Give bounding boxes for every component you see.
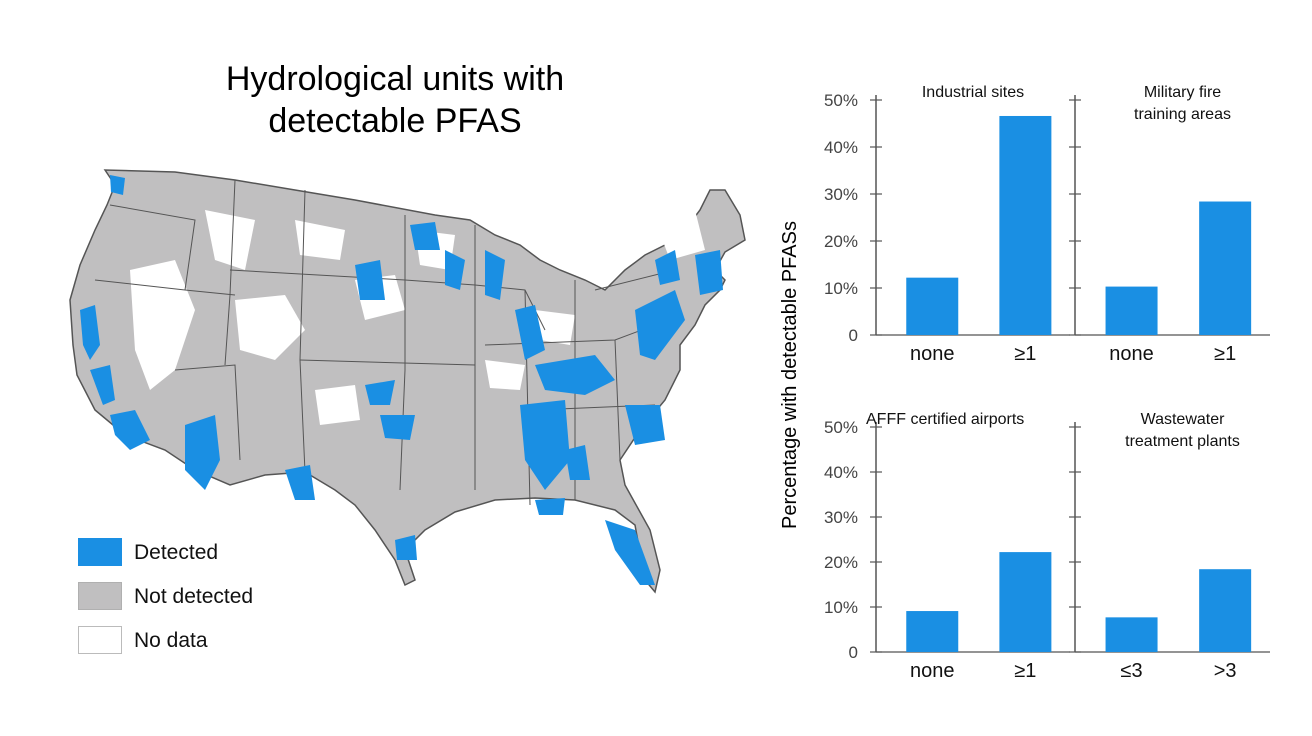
legend-swatch-detected xyxy=(78,538,122,566)
map-title-line-1: Hydrological units with xyxy=(225,60,565,98)
chart-1-title: training areas xyxy=(1134,106,1231,123)
chart-1-category-label: none xyxy=(1109,343,1154,365)
chart-3-title: treatment plants xyxy=(1125,433,1240,450)
legend-label-detected: Detected xyxy=(134,541,219,564)
chart-0-tick-label: 40% xyxy=(824,138,858,157)
chart-1-title: Military fire xyxy=(1144,84,1221,101)
legend-label-not-detected: Not detected xyxy=(134,585,254,608)
legend-swatch-no-data xyxy=(78,626,122,654)
chart-0-category-label: ≥1 xyxy=(1014,343,1036,365)
chart-3-category-label: ≤3 xyxy=(1120,660,1142,682)
chart-2-tick-label: 20% xyxy=(824,553,858,572)
legend-label-no-data: No data xyxy=(134,629,208,652)
chart-0-bar-0 xyxy=(906,277,959,335)
chart-2-tick-label: 50% xyxy=(824,418,858,437)
chart-3-title: Wastewater xyxy=(1141,411,1226,428)
legend-swatch-not-detected xyxy=(78,582,122,610)
chart-2-tick-label: 40% xyxy=(824,463,858,482)
chart-2-category-label: none xyxy=(910,660,955,682)
chart-3-bar-0 xyxy=(1105,617,1158,652)
chart-1-bar-0 xyxy=(1105,286,1158,335)
chart-2-title: AFFF certified airports xyxy=(866,411,1024,428)
chart-0-title: Industrial sites xyxy=(922,84,1024,101)
chart-3-bar-1 xyxy=(1199,569,1252,652)
chart-2-bar-0 xyxy=(906,611,959,652)
us-outline xyxy=(69,169,746,594)
chart-0-bar-1 xyxy=(999,115,1052,335)
detected-regions xyxy=(80,175,723,585)
chart-1-bar-1 xyxy=(1199,201,1252,335)
chart-0-tick-label: 20% xyxy=(824,232,858,251)
chart-0-tick-label: 0 xyxy=(849,326,858,345)
chart-0-tick-label: 50% xyxy=(824,91,858,110)
chart-2-category-label: ≥1 xyxy=(1014,660,1036,682)
chart-0-tick-label: 10% xyxy=(824,279,858,298)
chart-2-tick-label: 30% xyxy=(824,508,858,527)
chart-0-category-label: none xyxy=(910,343,955,365)
us-map xyxy=(69,169,746,594)
bar-charts: Percentage with detectable PFASs 0 10% 20% 3… xyxy=(779,84,1270,682)
chart-2-tick-label: 0 xyxy=(849,643,858,662)
chart-2-tick-label: 10% xyxy=(824,598,858,617)
chart-3-category-label: >3 xyxy=(1214,660,1237,682)
chart-2-bar-1 xyxy=(999,552,1052,652)
chart-0-tick-label: 30% xyxy=(824,185,858,204)
map-title: Hydrological units with detectable PFAS xyxy=(160,58,630,142)
y-axis-label: Percentage with detectable PFASs xyxy=(779,221,801,529)
map-title-line-2: detectable PFAS xyxy=(268,102,522,140)
no-data-regions xyxy=(130,210,705,425)
chart-1-category-label: ≥1 xyxy=(1214,343,1236,365)
